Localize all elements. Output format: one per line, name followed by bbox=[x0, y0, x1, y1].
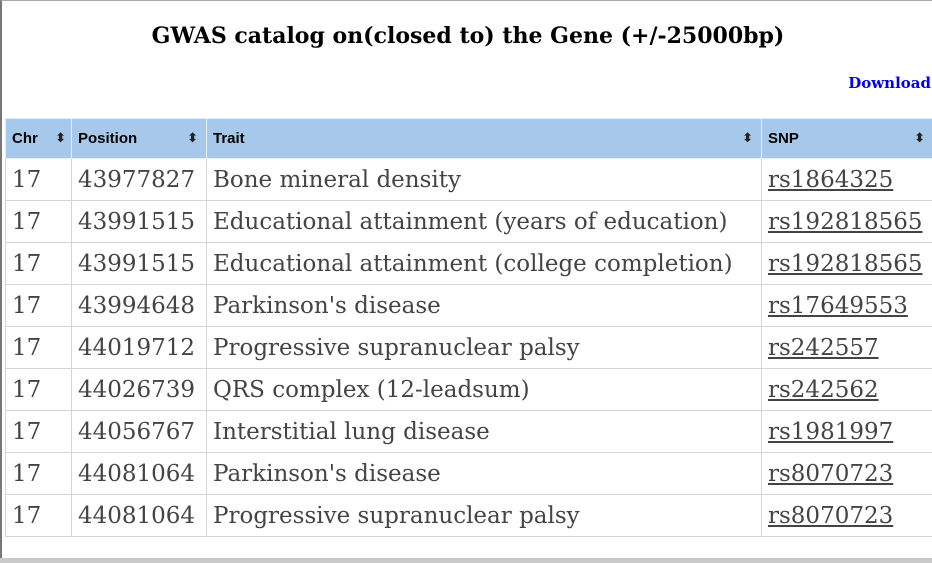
table-row: 17 43977827 Bone mineral density rs18643… bbox=[5, 158, 932, 201]
sort-icon: ⬍ bbox=[914, 131, 925, 146]
page-title: GWAS catalog on(closed to) the Gene (+/-… bbox=[151, 23, 785, 49]
horizontal-scrollbar[interactable] bbox=[0, 558, 932, 563]
cell-position: 43991515 bbox=[71, 200, 207, 243]
cell-position: 43991515 bbox=[71, 242, 207, 285]
cell-snp: rs192818565 bbox=[761, 200, 932, 243]
snp-link[interactable]: rs8070723 bbox=[768, 502, 894, 529]
sort-icon: ⬍ bbox=[742, 131, 753, 146]
cell-trait: Progressive supranuclear palsy bbox=[206, 494, 762, 537]
cell-position: 44081064 bbox=[71, 494, 207, 537]
column-header-label: SNP bbox=[768, 130, 799, 147]
cell-chr: 17 bbox=[5, 368, 72, 411]
cell-position: 44026739 bbox=[71, 368, 207, 411]
snp-link[interactable]: rs242562 bbox=[768, 376, 879, 403]
cell-trait: QRS complex (12-leadsum) bbox=[206, 368, 762, 411]
cell-position: 44019712 bbox=[71, 326, 207, 369]
cell-trait: Parkinson's disease bbox=[206, 452, 762, 495]
column-header-label: Trait bbox=[213, 130, 245, 147]
cell-position: 43994648 bbox=[71, 284, 207, 327]
sort-icon: ⬍ bbox=[187, 131, 198, 146]
column-header-snp[interactable]: SNP ⬍ bbox=[761, 118, 932, 159]
cell-chr: 17 bbox=[5, 410, 72, 453]
table-row: 17 44019712 Progressive supranuclear pal… bbox=[5, 326, 932, 369]
snp-link[interactable]: rs17649553 bbox=[768, 292, 908, 319]
cell-snp: rs8070723 bbox=[761, 494, 932, 537]
cell-trait: Interstitial lung disease bbox=[206, 410, 762, 453]
table-header-row: Chr ⬍ Position ⬍ Trait ⬍ SNP ⬍ bbox=[5, 118, 932, 159]
cell-chr: 17 bbox=[5, 284, 72, 327]
cell-snp: rs242557 bbox=[761, 326, 932, 369]
table-row: 17 43991515 Educational attainment (year… bbox=[5, 200, 932, 243]
snp-link[interactable]: rs1864325 bbox=[768, 166, 894, 193]
cell-chr: 17 bbox=[5, 452, 72, 495]
sort-icon: ⬍ bbox=[55, 131, 66, 146]
table-row: 17 44056767 Interstitial lung disease rs… bbox=[5, 410, 932, 453]
cell-snp: rs1864325 bbox=[761, 158, 932, 201]
cell-snp: rs8070723 bbox=[761, 452, 932, 495]
table-row: 17 43991515 Educational attainment (coll… bbox=[5, 242, 932, 285]
snp-link[interactable]: rs1981997 bbox=[768, 418, 894, 445]
cell-snp: rs17649553 bbox=[761, 284, 932, 327]
gwas-table: Chr ⬍ Position ⬍ Trait ⬍ SNP ⬍ 17 bbox=[5, 118, 932, 537]
column-header-label: Chr bbox=[12, 130, 38, 147]
snp-link[interactable]: rs242557 bbox=[768, 334, 879, 361]
table-row: 17 44081064 Parkinson's disease rs807072… bbox=[5, 452, 932, 495]
snp-link[interactable]: rs192818565 bbox=[768, 250, 923, 277]
cell-chr: 17 bbox=[5, 494, 72, 537]
cell-snp: rs192818565 bbox=[761, 242, 932, 285]
cell-chr: 17 bbox=[5, 326, 72, 369]
cell-position: 44081064 bbox=[71, 452, 207, 495]
cell-position: 43977827 bbox=[71, 158, 207, 201]
cell-chr: 17 bbox=[5, 200, 72, 243]
cell-position: 44056767 bbox=[71, 410, 207, 453]
cell-chr: 17 bbox=[5, 242, 72, 285]
snp-link[interactable]: rs192818565 bbox=[768, 208, 923, 235]
column-header-label: Position bbox=[78, 130, 138, 147]
cell-chr: 17 bbox=[5, 158, 72, 201]
table-row: 17 43994648 Parkinson's disease rs176495… bbox=[5, 284, 932, 327]
cell-trait: Parkinson's disease bbox=[206, 284, 762, 327]
table-row: 17 44026739 QRS complex (12-leadsum) rs2… bbox=[5, 368, 932, 411]
snp-link[interactable]: rs8070723 bbox=[768, 460, 894, 487]
column-header-chr[interactable]: Chr ⬍ bbox=[5, 118, 72, 159]
column-header-position[interactable]: Position ⬍ bbox=[71, 118, 207, 159]
table-row: 17 44081064 Progressive supranuclear pal… bbox=[5, 494, 932, 537]
cell-snp: rs242562 bbox=[761, 368, 932, 411]
cell-snp: rs1981997 bbox=[761, 410, 932, 453]
download-link[interactable]: Download bbox=[848, 74, 931, 92]
cell-trait: Educational attainment (years of educati… bbox=[206, 200, 762, 243]
column-header-trait[interactable]: Trait ⬍ bbox=[206, 118, 762, 159]
cell-trait: Educational attainment (college completi… bbox=[206, 242, 762, 285]
cell-trait: Progressive supranuclear palsy bbox=[206, 326, 762, 369]
cell-trait: Bone mineral density bbox=[206, 158, 762, 201]
